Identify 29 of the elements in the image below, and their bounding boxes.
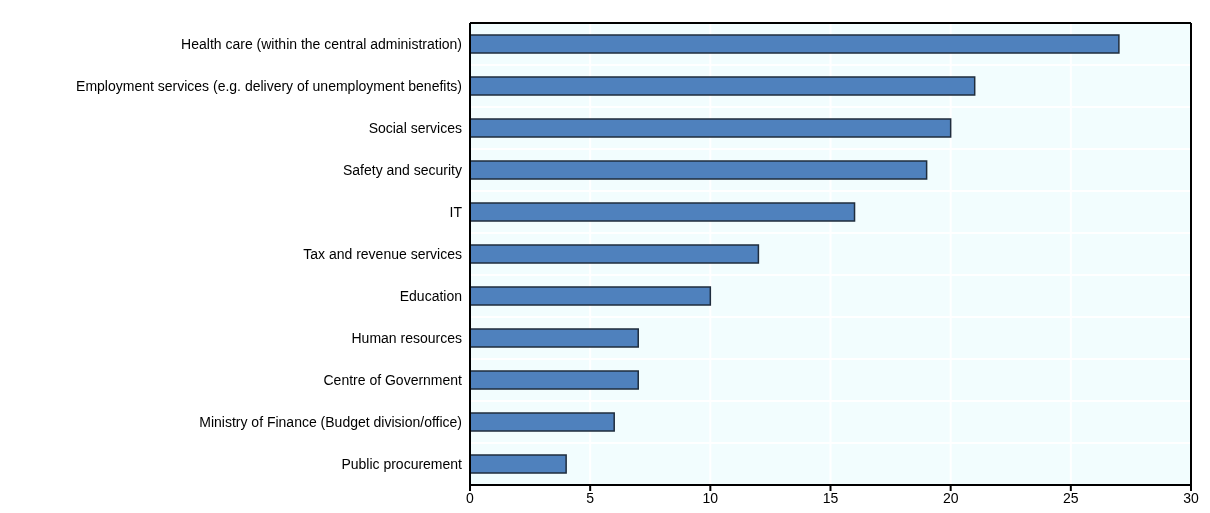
bar — [470, 34, 1120, 54]
y-tick-label: Public procurement — [341, 455, 463, 472]
y-tick-label: Tax and revenue services — [303, 245, 462, 262]
x-tick-label: 15 — [822, 489, 839, 506]
bar — [470, 160, 928, 180]
bar — [470, 454, 567, 474]
x-tick-label: 5 — [586, 489, 595, 506]
y-tick-label: Social services — [368, 119, 462, 136]
y-tick-label: Safety and security — [342, 161, 462, 178]
y-tick-label: Education — [399, 287, 462, 304]
y-tick-label: Ministry of Finance (Budget division/office) — [199, 413, 462, 430]
bar — [470, 202, 856, 222]
x-tick-label: 25 — [1063, 489, 1079, 506]
bar — [470, 118, 952, 138]
bar — [470, 244, 760, 264]
x-tick-label: 0 — [466, 489, 475, 506]
bar — [470, 286, 712, 306]
bar — [470, 76, 976, 96]
y-tick-label: Employment services (e.g. delivery of unemployment benefits) — [76, 77, 462, 94]
bar — [470, 412, 615, 432]
bar — [470, 370, 639, 390]
y-tick-label: Health care (within the central administration) — [181, 35, 462, 52]
bar — [470, 328, 639, 348]
y-tick-label: Human resources — [351, 329, 462, 346]
x-tick-label: 30 — [1183, 489, 1199, 506]
y-tick-label: IT — [449, 203, 463, 220]
y-tick-label: Centre of Government — [323, 371, 463, 388]
x-tick-label: 10 — [702, 489, 719, 506]
x-tick-label: 20 — [942, 489, 959, 506]
